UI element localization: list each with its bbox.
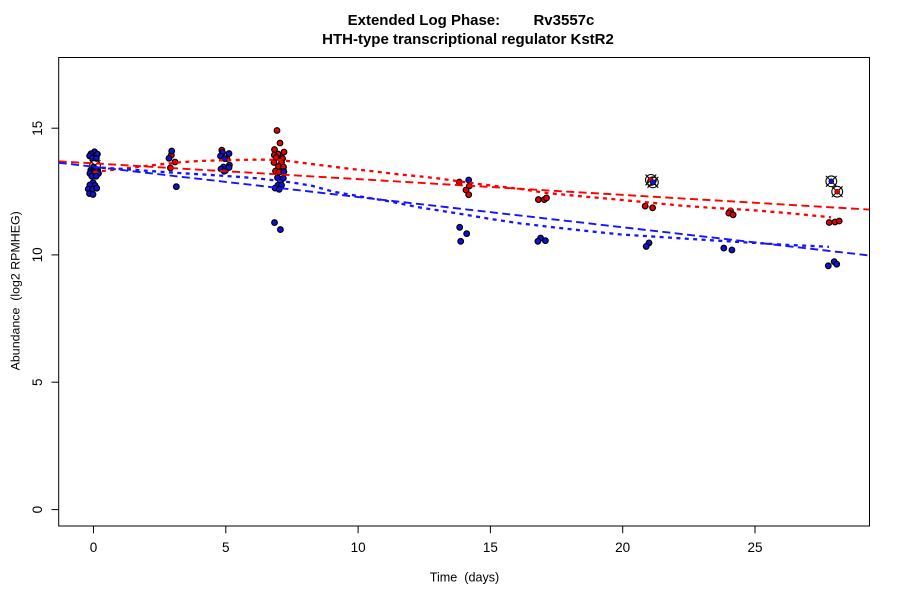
svg-text:5: 5 <box>30 378 45 386</box>
svg-text:Time (days): Time (days) <box>430 571 500 585</box>
svg-text:0: 0 <box>90 540 98 555</box>
svg-text:15: 15 <box>483 540 498 555</box>
svg-text:Abundance (log2 RPMHEG): Abundance (log2 RPMHEG) <box>9 211 23 370</box>
svg-text:5: 5 <box>222 540 230 555</box>
svg-text:0: 0 <box>30 506 45 514</box>
svg-text:20: 20 <box>615 540 630 555</box>
svg-text:25: 25 <box>747 540 762 555</box>
svg-text:Extended Log Phase: Rv3: Extended Log Phase: Rv3557c <box>348 12 595 29</box>
svg-text:10: 10 <box>30 247 45 262</box>
svg-text:HTH-type transcriptional regul: HTH-type transcriptional regulator KstR2 <box>322 31 614 48</box>
svg-text:15: 15 <box>30 121 45 136</box>
svg-text:10: 10 <box>351 540 366 555</box>
